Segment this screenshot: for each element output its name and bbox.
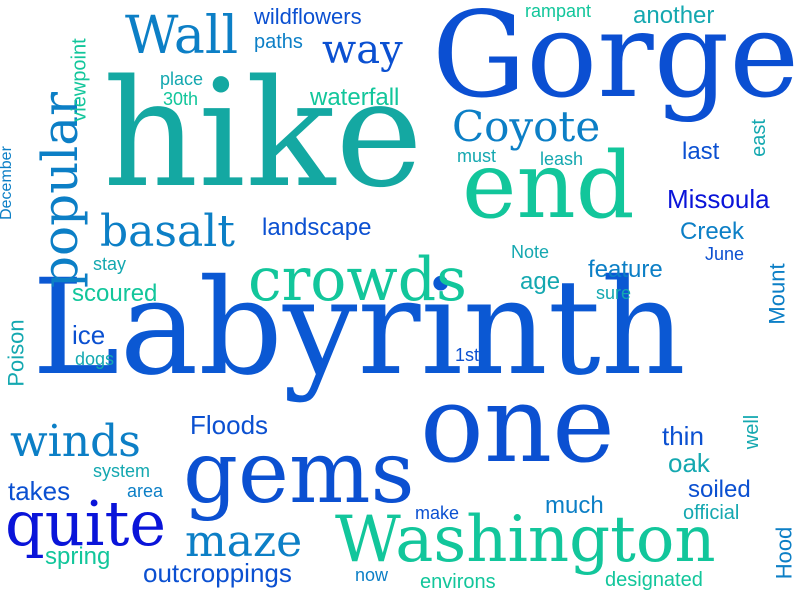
word-system: system xyxy=(93,461,151,481)
word-takes: takes xyxy=(8,476,71,506)
word-outcroppings: outcroppings xyxy=(143,558,292,588)
word-one: one xyxy=(420,363,615,486)
word-sure: sure xyxy=(596,283,632,303)
word-washington: Washington xyxy=(335,503,716,577)
word-oak: oak xyxy=(668,448,710,478)
word-way: way xyxy=(322,27,403,73)
word-missoula: Missoula xyxy=(667,184,770,214)
word-poison: Poison xyxy=(3,319,29,387)
word-landscape: landscape xyxy=(262,214,372,241)
word-age: age xyxy=(520,268,561,295)
word-last: last xyxy=(682,138,720,165)
word-crowds: crowds xyxy=(248,245,467,315)
word-wall: Wall xyxy=(125,6,239,66)
word-stay: stay xyxy=(93,254,127,274)
word-coyote: Coyote xyxy=(452,102,601,151)
word-june: June xyxy=(705,244,745,264)
word-quite: quite xyxy=(5,487,167,560)
word-gems: gems xyxy=(183,423,415,523)
word-spring: spring xyxy=(45,543,111,570)
word-scoured: scoured xyxy=(72,280,158,307)
word-environs: environs xyxy=(420,571,496,593)
word-official: official xyxy=(683,502,740,524)
word-basalt: basalt xyxy=(100,206,235,257)
word-soiled: soiled xyxy=(688,476,751,503)
word-much: much xyxy=(545,492,604,519)
word-floods: Floods xyxy=(190,410,269,440)
word-make: make xyxy=(415,503,460,523)
word-viewpoint: viewpoint xyxy=(68,38,91,122)
word-another: another xyxy=(633,2,715,29)
word-gorge: Gorge xyxy=(432,0,800,124)
word-area: area xyxy=(127,481,164,501)
word-feature: feature xyxy=(588,256,663,283)
word-dogs: dogs xyxy=(75,349,115,369)
word-ice: ice xyxy=(72,320,106,350)
word-place: place xyxy=(160,69,204,89)
word-winds: winds xyxy=(10,416,141,467)
word-now: now xyxy=(355,565,389,585)
word-designated: designated xyxy=(605,569,703,591)
word-well: well xyxy=(741,414,764,450)
word-1st: 1st xyxy=(455,345,480,365)
word-30th: 30th xyxy=(163,89,199,109)
word-rampant: rampant xyxy=(525,1,592,21)
word-note: Note xyxy=(511,242,550,262)
word-hood: Hood xyxy=(771,526,797,580)
word-leash: leash xyxy=(540,149,584,169)
word-east: east xyxy=(747,119,770,157)
word-end: end xyxy=(462,132,635,239)
word-thin: thin xyxy=(662,421,704,451)
word-creek: Creek xyxy=(680,218,745,245)
word-must: must xyxy=(457,146,497,166)
word-mount: Mount xyxy=(764,263,790,325)
word-december: December xyxy=(0,146,15,220)
word-waterfall: waterfall xyxy=(310,84,400,111)
word-labyrinth: Labyrinth xyxy=(32,251,686,405)
word-wildflowers: wildflowers xyxy=(254,4,362,29)
word-hike: hike xyxy=(103,48,423,220)
word-paths: paths xyxy=(254,31,303,53)
word-maze: maze xyxy=(185,516,303,567)
